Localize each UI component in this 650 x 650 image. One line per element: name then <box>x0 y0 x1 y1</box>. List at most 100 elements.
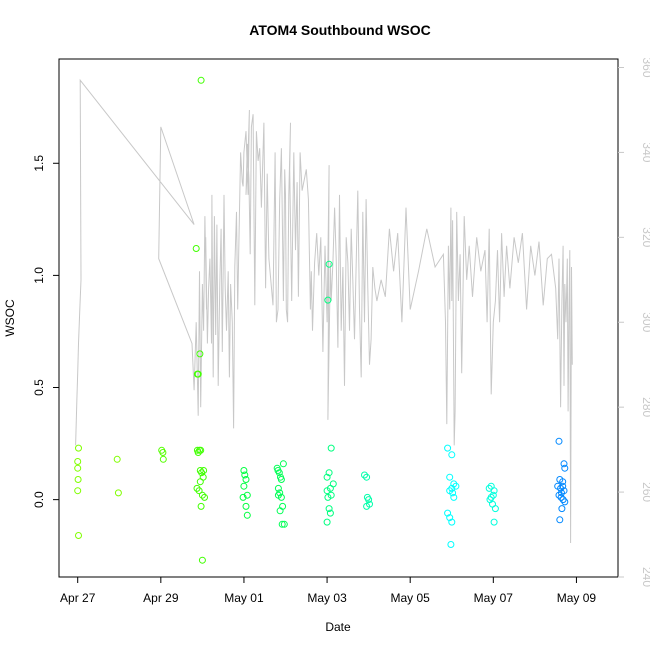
data-point <box>75 444 82 452</box>
x-axis-label: Date <box>325 620 351 634</box>
y-axis-label: WSOC <box>3 299 17 337</box>
data-point <box>197 446 205 454</box>
data-point <box>491 505 499 513</box>
data-point <box>452 482 460 490</box>
data-point <box>363 493 371 501</box>
data-point <box>450 493 458 501</box>
data-point <box>561 464 569 472</box>
data-point <box>278 520 286 528</box>
data-point <box>557 493 565 501</box>
data-point <box>197 502 205 510</box>
data-point <box>560 460 568 468</box>
data-point <box>240 482 248 490</box>
data-point <box>159 455 167 463</box>
data-point <box>74 464 82 472</box>
data-point <box>325 260 333 268</box>
data-point <box>200 467 208 474</box>
data-point <box>490 518 498 526</box>
data-point <box>274 491 282 499</box>
data-point <box>276 507 284 515</box>
data-point <box>556 516 564 524</box>
data-point <box>159 449 167 456</box>
data-point <box>449 489 457 497</box>
data-point <box>450 480 458 488</box>
y2-tick-label: 240 <box>640 567 650 587</box>
data-point <box>277 476 285 483</box>
data-point <box>558 489 565 497</box>
data-point <box>323 473 331 481</box>
data-point <box>448 451 456 459</box>
data-point <box>363 473 371 481</box>
x-axis: Apr 27 Apr 29 May 01 May 03 May 05 May 07 May … <box>60 577 596 605</box>
y-tick-label: 0.5 <box>32 379 46 396</box>
data-point <box>74 476 82 483</box>
data-point <box>113 455 121 463</box>
x-tick-label: May 07 <box>474 591 514 605</box>
data-point <box>280 520 288 528</box>
data-point <box>327 444 335 452</box>
data-point <box>446 473 454 481</box>
data-point <box>196 350 204 358</box>
data-point <box>323 518 331 526</box>
data-point <box>486 496 494 504</box>
x-tick-label: May 05 <box>391 591 431 605</box>
data-point <box>242 502 250 510</box>
data-point <box>75 532 82 539</box>
data-point <box>489 491 497 499</box>
data-point <box>194 370 202 378</box>
y2-axis: 240 260 280 300 320 340 360 <box>618 57 650 587</box>
y-tick-label: 0.0 <box>32 491 46 508</box>
points-layer <box>74 76 569 564</box>
secondary-line-layer <box>75 78 573 544</box>
data-point <box>558 505 566 513</box>
y2-tick-label: 300 <box>640 312 650 332</box>
y2-tick-label: 340 <box>640 142 650 162</box>
y-axis: 0.0 0.5 1.0 1.5 <box>32 155 59 508</box>
plot-frame <box>58 58 619 578</box>
data-point <box>193 484 201 492</box>
data-point <box>242 476 250 483</box>
data-point <box>240 467 248 474</box>
y-tick-label: 1.0 <box>32 267 46 284</box>
data-point <box>559 482 567 490</box>
data-point <box>559 478 567 486</box>
data-point <box>243 491 251 499</box>
chart-title: ATOM4 Southbound WSOC <box>249 22 430 38</box>
data-point <box>448 518 456 526</box>
data-point <box>555 437 563 445</box>
data-point <box>325 505 333 513</box>
data-point <box>444 444 452 452</box>
x-tick-label: May 01 <box>224 591 264 605</box>
data-point <box>198 556 206 564</box>
x-tick-label: Apr 27 <box>60 591 96 605</box>
data-point <box>275 469 283 477</box>
data-point <box>198 491 206 499</box>
data-point <box>274 484 282 492</box>
data-point <box>197 76 205 84</box>
data-point <box>198 469 206 477</box>
x-tick-label: May 03 <box>307 591 347 605</box>
data-point <box>446 514 454 522</box>
data-point <box>448 484 456 492</box>
x-tick-label: May 09 <box>557 591 597 605</box>
data-point <box>447 541 455 548</box>
data-point <box>325 469 333 477</box>
y2-tick-label: 260 <box>640 482 650 502</box>
data-point <box>201 493 208 501</box>
data-point <box>361 471 368 479</box>
data-point <box>74 487 82 495</box>
data-point <box>561 498 569 506</box>
y2-tick-label: 320 <box>640 227 650 247</box>
secondary-series-line <box>75 78 573 544</box>
data-point <box>114 489 122 497</box>
x-tick-label: Apr 29 <box>143 591 179 605</box>
y2-tick-label: 280 <box>640 397 650 417</box>
data-point <box>329 480 337 488</box>
data-point <box>324 296 332 304</box>
data-point <box>279 460 287 468</box>
y-tick-label: 1.5 <box>32 155 46 172</box>
data-point <box>363 502 371 510</box>
data-point <box>326 509 334 517</box>
data-point <box>490 487 498 495</box>
